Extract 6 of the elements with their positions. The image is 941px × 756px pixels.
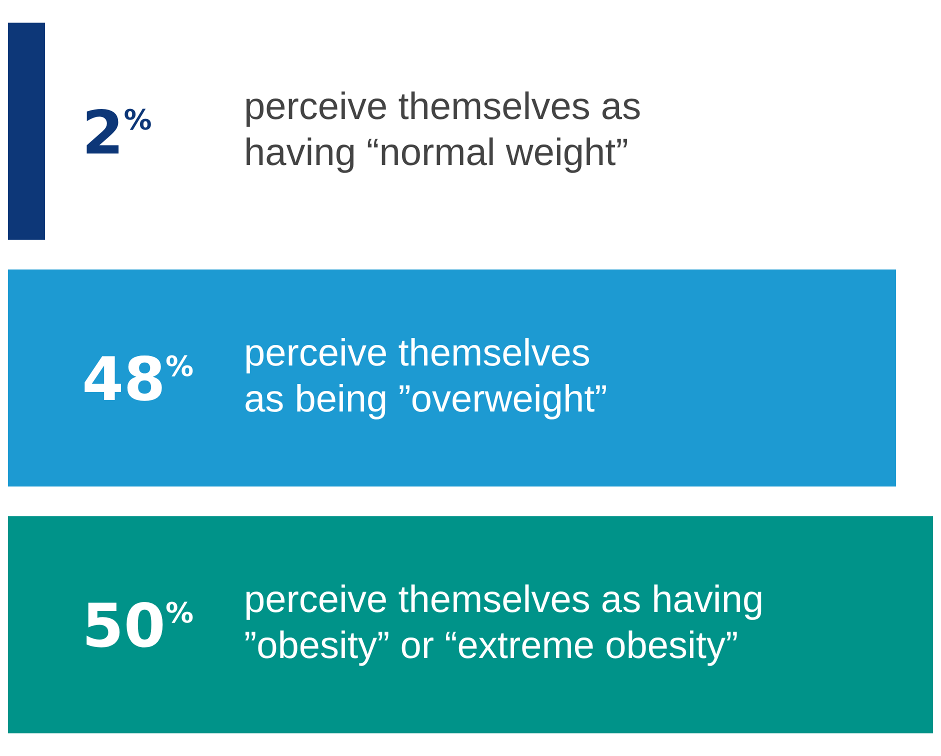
- data-label: 48%: [82, 345, 194, 415]
- data-label: 50%: [82, 592, 194, 662]
- y-tick-label: perceive themselves as having ”obesity” or “extreme obesity”: [244, 579, 764, 668]
- y-tick-label: perceive themselves as having “normal weight”: [244, 86, 642, 174]
- data-label: 2%: [82, 98, 152, 168]
- y-tick-label: perceive themselves as being ”overweight”: [244, 332, 608, 420]
